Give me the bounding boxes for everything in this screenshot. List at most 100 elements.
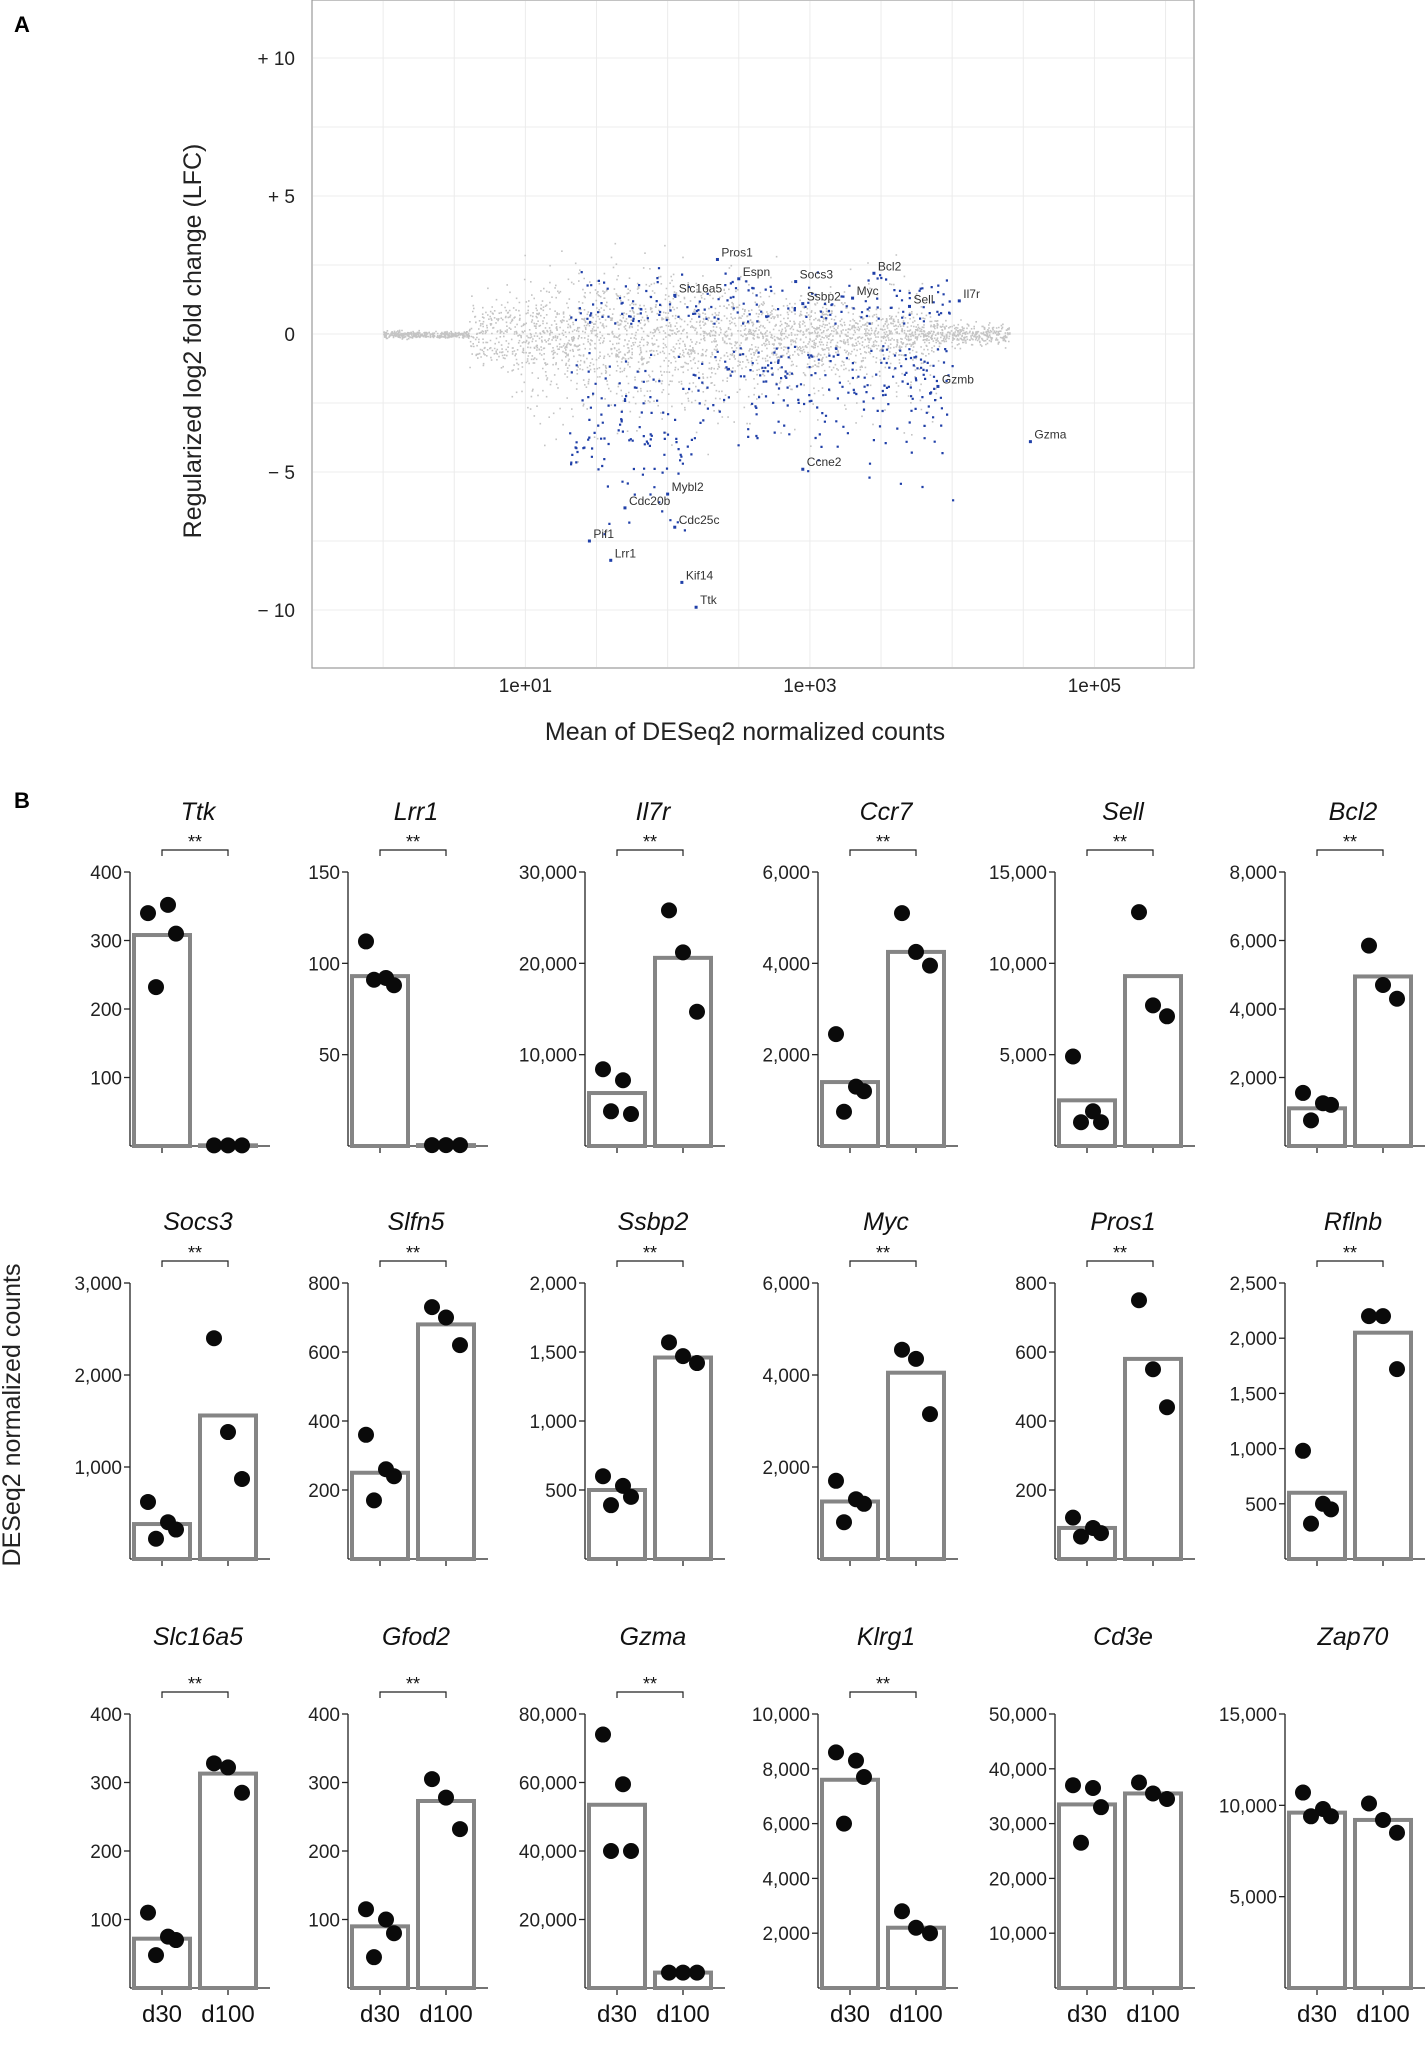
- data-point-d30: [358, 1426, 374, 1443]
- data-point-d30: [828, 1744, 844, 1761]
- y-tick-label: 2,000: [762, 1458, 810, 1479]
- significance-stars: **: [406, 1674, 420, 1694]
- gene-point: [673, 525, 677, 529]
- data-point-d100: [424, 1137, 440, 1154]
- data-point-d30: [615, 1776, 631, 1793]
- data-point-d100: [438, 1137, 454, 1154]
- gene-point: [587, 539, 591, 543]
- gene-label: Ssbp2: [807, 290, 841, 304]
- data-point-d30: [1073, 1114, 1089, 1131]
- data-point-d100: [908, 943, 924, 960]
- data-point-d100: [424, 1299, 440, 1316]
- gene-chart-lrr1: Lrr1 50 100 150 **: [308, 798, 488, 1154]
- y-tick-label: 1,000: [1229, 1440, 1277, 1461]
- y-tick-label: 10,000: [989, 1924, 1047, 1945]
- gene-label: Bcl2: [878, 259, 902, 273]
- y-tick-label: 6,000: [762, 1815, 810, 1836]
- significance-bracket: [849, 1260, 917, 1267]
- gene-labels: Pros1 Espn Socs3 Bcl2 Slc16a5 Myc Ssbp2 Sell Il7…: [587, 245, 1067, 609]
- data-point-d100: [438, 1789, 454, 1806]
- gene-title: Lrr1: [394, 798, 438, 826]
- gene-chart-rflnb: Rflnb 500 1,000 1,500 2,000 2,500 **: [1229, 1208, 1425, 1566]
- significance-stars: **: [1343, 1243, 1357, 1263]
- significance-bracket: [161, 1260, 229, 1267]
- data-point-d100: [922, 1406, 938, 1423]
- y-tick-label: 300: [90, 1774, 122, 1795]
- gene-point: [872, 271, 876, 275]
- data-point-d30: [595, 1061, 611, 1078]
- gene-title: Il7r: [636, 798, 672, 826]
- gene-chart-gzma: Gzma 20,000 40,000 60,000 80,000 ** d30 d100: [519, 1623, 725, 2028]
- y-tick-label: 8,000: [1229, 863, 1277, 884]
- y-tick-label: 500: [1245, 1495, 1277, 1516]
- y-tick-label: 6,000: [1229, 932, 1277, 953]
- y-axis-label-counts: DESeq2 normalized counts: [0, 1264, 26, 1567]
- gene-point: [907, 304, 911, 308]
- data-point-d30: [1065, 1777, 1081, 1794]
- gene-chart-slc16a5: Slc16a5 100 200 300 400 ** d30 d100: [90, 1623, 270, 2028]
- gene-title: Ccr7: [860, 798, 914, 826]
- significance-bracket: [849, 849, 917, 856]
- bar-d100: [1123, 1791, 1183, 1990]
- data-point-d30: [1295, 1442, 1311, 1459]
- data-point-d30: [848, 1752, 864, 1769]
- data-point-d30: [386, 977, 402, 994]
- gene-label: Sell: [913, 292, 933, 306]
- panel-b-letter: B: [14, 788, 30, 813]
- y-tick-label: 4,000: [762, 1366, 810, 1387]
- y-tick-label: 30,000: [989, 1815, 1047, 1836]
- bar-d30: [1287, 1106, 1347, 1148]
- data-point-d100: [1361, 937, 1377, 954]
- x-tick-labels: 1e+01 1e+03 1e+05: [499, 676, 1121, 697]
- significance-bracket: [616, 849, 684, 856]
- data-point-d100: [220, 1137, 236, 1154]
- data-point-d30: [140, 905, 156, 922]
- bar-d100: [653, 955, 713, 1148]
- gene-label: Slc16a5: [679, 281, 723, 295]
- gene-title: Sell: [1102, 798, 1145, 826]
- gene-label: Il7r: [963, 287, 980, 301]
- y-tick-label: 10,000: [989, 954, 1047, 975]
- y-tick-label: 20,000: [519, 954, 577, 975]
- gene-label: Gzma: [1034, 428, 1066, 442]
- x-category-label: d30: [142, 2001, 182, 2028]
- bar-d30: [587, 1091, 647, 1148]
- data-point-d30: [1303, 1515, 1319, 1532]
- x-category-label: d30: [1067, 2001, 1107, 2028]
- gene-title: Slfn5: [388, 1208, 445, 1236]
- y-tick-label: 2,000: [1229, 1329, 1277, 1350]
- y-tick-label: 400: [308, 1705, 340, 1726]
- y-tick-label: + 10: [257, 49, 295, 70]
- data-point-d100: [922, 957, 938, 974]
- bar-d30: [1287, 1810, 1347, 1991]
- significance-stars: **: [876, 832, 890, 852]
- data-point-d100: [661, 1334, 677, 1351]
- gene-point: [666, 492, 670, 496]
- x-tick-label: 1e+05: [1068, 676, 1121, 697]
- gene-label: Ttk: [700, 593, 718, 607]
- data-point-d30: [358, 933, 374, 950]
- y-tick-labels: + 10 + 5 0 − 5 − 10: [257, 49, 295, 622]
- significance-bracket: [161, 849, 229, 856]
- data-point-d30: [168, 925, 184, 942]
- gene-chart-sell: Sell 5,000 10,000 15,000 **: [989, 798, 1195, 1153]
- data-point-d100: [1131, 904, 1147, 921]
- y-tick-label: 2,500: [1229, 1274, 1277, 1295]
- gene-title: Cd3e: [1093, 1623, 1153, 1651]
- data-point-d30: [603, 1103, 619, 1120]
- gene-point: [609, 558, 613, 562]
- y-tick-label: 4,000: [1229, 1000, 1277, 1021]
- data-point-d30: [1323, 1808, 1339, 1825]
- bar-d30: [1057, 1802, 1117, 1991]
- data-point-d30: [1073, 1528, 1089, 1545]
- data-point-d30: [1093, 1525, 1109, 1542]
- gene-point: [715, 257, 719, 261]
- significance-stars: **: [1113, 1243, 1127, 1263]
- data-point-d100: [1145, 997, 1161, 1014]
- data-point-d30: [386, 1925, 402, 1942]
- data-point-d100: [689, 1003, 705, 1020]
- y-tick-label: 40,000: [989, 1760, 1047, 1781]
- gene-label: Mybl2: [672, 480, 704, 494]
- data-point-d30: [168, 1521, 184, 1538]
- y-tick-label: 4,000: [762, 954, 810, 975]
